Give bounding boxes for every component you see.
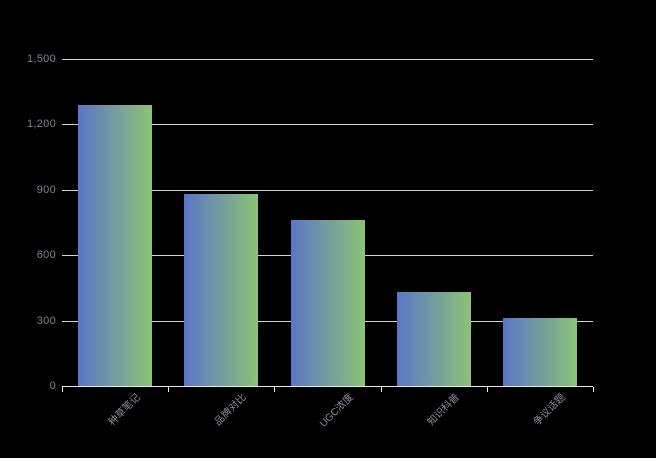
x-axis-line [62, 386, 593, 387]
bar [78, 105, 152, 386]
bar [397, 292, 471, 386]
x-axis-tick [62, 387, 63, 392]
bar [291, 220, 365, 386]
y-axis-label: 0 [49, 380, 56, 392]
bar [184, 194, 258, 386]
x-axis-label: 品牌对比 [212, 392, 249, 429]
x-axis-tick [381, 387, 382, 392]
y-axis-label: 900 [36, 184, 56, 196]
gridline [62, 190, 593, 191]
x-axis-label: 种草笔记 [106, 392, 143, 429]
x-axis-label: 知识科普 [425, 392, 462, 429]
x-axis-label: 争议话题 [531, 392, 568, 429]
x-axis-tick [168, 387, 169, 392]
y-axis-label: 1,200 [26, 118, 56, 130]
x-axis-tick [487, 387, 488, 392]
y-axis-label: 600 [36, 249, 56, 261]
gridline [62, 124, 593, 125]
gridline [62, 59, 593, 60]
x-axis-tick [593, 387, 594, 392]
x-axis-tick [274, 387, 275, 392]
y-axis-label: 300 [36, 315, 56, 327]
bar [503, 318, 577, 386]
y-axis-label: 1,500 [26, 53, 56, 65]
x-axis-label: UGC浓度 [318, 392, 356, 430]
